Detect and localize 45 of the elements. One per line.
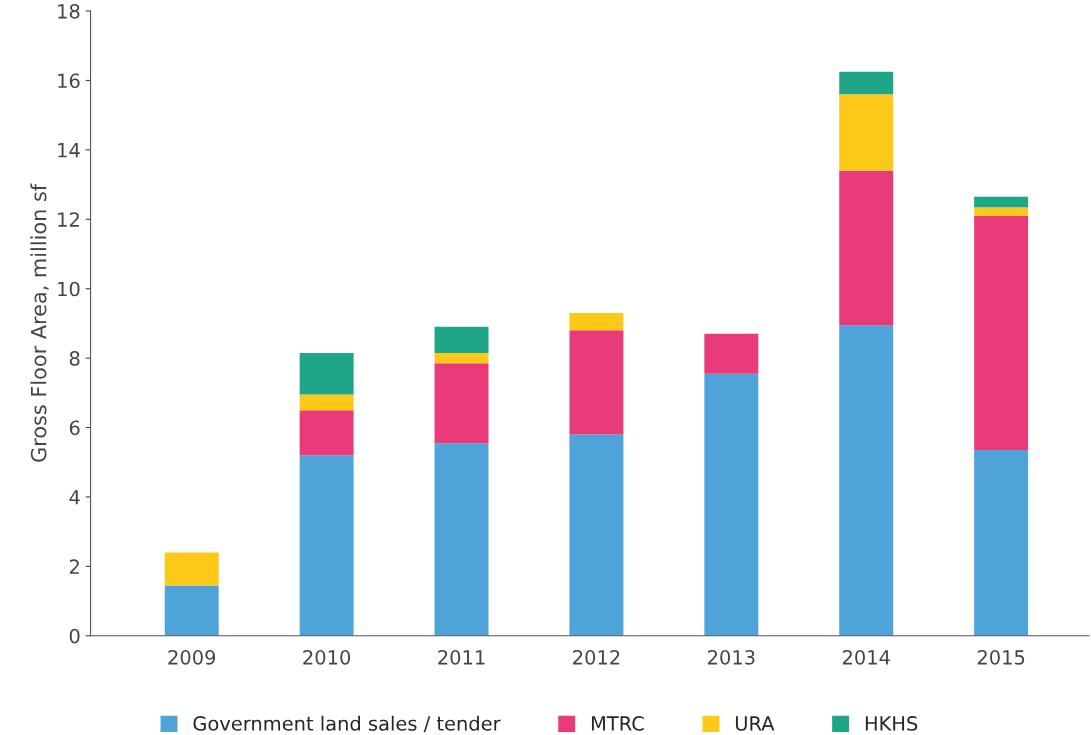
bar: [839, 94, 894, 171]
y-tick-label: 4: [69, 490, 80, 505]
bar: [569, 434, 624, 636]
bar: [839, 325, 894, 636]
y-tick-label: 0: [69, 628, 80, 644]
y-tick-label: 14: [58, 143, 80, 158]
legend-label: Government land sales / tender: [193, 715, 501, 733]
y-tick-label: 18: [58, 3, 80, 19]
legend-label: MTRC: [591, 716, 644, 731]
bar: [569, 330, 624, 435]
bar: [434, 363, 489, 444]
y-tick-label: 6: [69, 420, 80, 436]
y-axis-title: Gross Floor Area, million sf: [30, 183, 49, 462]
bar: [434, 352, 489, 364]
bar: [704, 333, 759, 374]
bar: [299, 455, 354, 636]
bar: [704, 373, 759, 636]
bar: [839, 170, 894, 326]
y-tick-label: 10: [58, 281, 80, 297]
bar: [974, 207, 1029, 216]
bar: [434, 443, 489, 636]
legend-label: HKHS: [865, 716, 918, 731]
legend-label: URA: [735, 716, 775, 731]
bar: [974, 215, 1029, 451]
x-tick-label: 2010: [303, 650, 351, 665]
y-tick-label: 12: [58, 212, 79, 227]
bar: [434, 326, 489, 353]
bar: [974, 450, 1029, 636]
bar: [839, 71, 894, 95]
y-tick-label: 2: [69, 559, 79, 574]
bar: [164, 585, 219, 636]
y-tick-label: 16: [58, 73, 80, 89]
x-tick-label: 2009: [168, 650, 216, 665]
bar: [569, 312, 624, 331]
x-tick-label: 2015: [977, 650, 1025, 665]
bar: [974, 196, 1029, 208]
x-tick-label: 2012: [573, 650, 620, 665]
bar: [164, 552, 219, 586]
bar: [299, 410, 354, 456]
y-tick-label: 8: [69, 351, 80, 366]
x-tick-label: 2011: [438, 650, 485, 665]
bar: [299, 394, 354, 411]
x-tick-label: 2013: [708, 650, 755, 665]
x-tick-label: 2014: [842, 650, 890, 665]
bar: [299, 352, 354, 395]
